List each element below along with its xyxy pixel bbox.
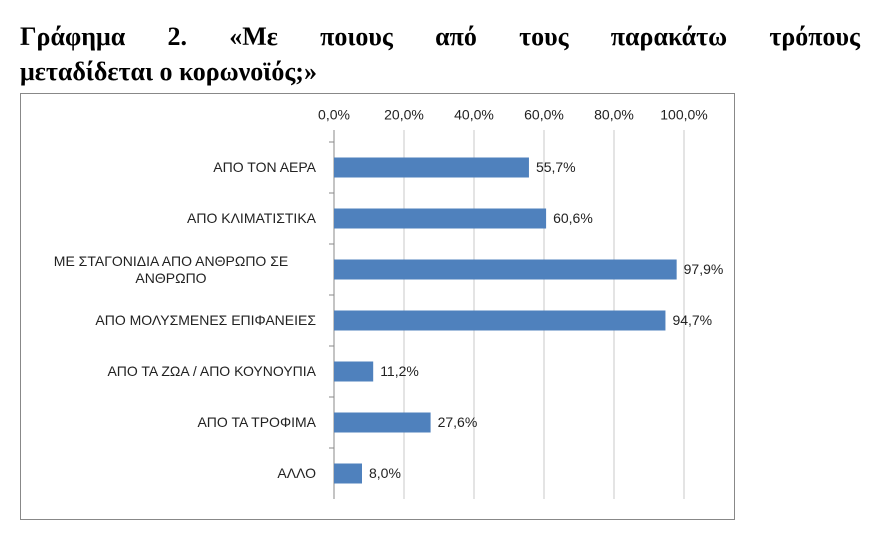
bar [334,208,547,229]
x-tick-label: 60,0% [524,107,564,123]
bar [334,259,677,280]
category-label-box: ΑΠΟ ΜΟΛΥΣΜΕΝΕΣ ΕΠΙΦΑΝΕΙΕΣ [20,296,316,346]
category-label-box: ΑΠΟ ΚΛΙΜΑΤΙΣΤΙΚΑ [20,194,316,244]
value-label: 60,6% [553,210,593,226]
value-label: 94,7% [672,312,712,328]
y-tick-label: ΑΠΟ ΤΑ ΖΩΑ / ΑΠΟ ΚΟΥΝΟΥΠΙΑ [107,363,316,379]
x-tick-label: 80,0% [594,107,634,123]
y-tick-label: ΑΠΟ ΤΑ ΤΡΟΦΙΜΑ [197,414,316,430]
category-label-box: ΑΛΛΟ [20,449,316,499]
value-label: 27,6% [438,414,478,430]
x-tick-label: 20,0% [384,107,424,123]
value-label: 11,2% [380,363,419,379]
y-tick-label: ΑΠΟ ΚΛΙΜΑΤΙΣΤΙΚΑ [187,210,316,226]
category-label-box: ΑΠΟ ΤΑ ΤΡΟΦΙΜΑ [20,398,316,448]
title-line: Γράφημα 2. «Με ποιους από τους παρακάτω … [20,22,860,51]
x-tick-label: 40,0% [454,107,494,123]
title-line: μεταδίδεται ο κορωνοϊός;» [20,57,317,86]
x-tick-label: 0,0% [318,107,350,123]
bar [334,157,529,178]
bar [334,463,362,484]
category-label-box: ΑΠΟ ΤΟΝ ΑΕΡΑ [20,143,316,193]
y-tick-label: ΜΕ ΣΤΑΓΟΝΙΔΙΑ ΑΠΟ ΑΝΘΡΩΠΟ ΣΕ ΑΝΘΡΩΠΟ [53,252,289,286]
value-label: 55,7% [536,159,576,175]
x-tick-label: 100,0% [660,107,707,123]
bar [334,361,374,382]
value-label: 97,9% [684,261,724,277]
y-tick-label: ΑΠΟ ΤΟΝ ΑΕΡΑ [213,159,316,175]
bar [334,310,666,331]
chart-frame [20,93,735,520]
category-label-box: ΑΠΟ ΤΑ ΖΩΑ / ΑΠΟ ΚΟΥΝΟΥΠΙΑ [20,347,316,397]
value-label: 8,0% [369,465,401,481]
bar [334,412,431,433]
y-tick-label: ΑΛΛΟ [277,465,316,481]
y-tick-label: ΑΠΟ ΜΟΛΥΣΜΕΝΕΣ ΕΠΙΦΑΝΕΙΕΣ [95,312,316,328]
category-label-box: ΜΕ ΣΤΑΓΟΝΙΔΙΑ ΑΠΟ ΑΝΘΡΩΠΟ ΣΕ ΑΝΘΡΩΠΟ [20,245,316,295]
